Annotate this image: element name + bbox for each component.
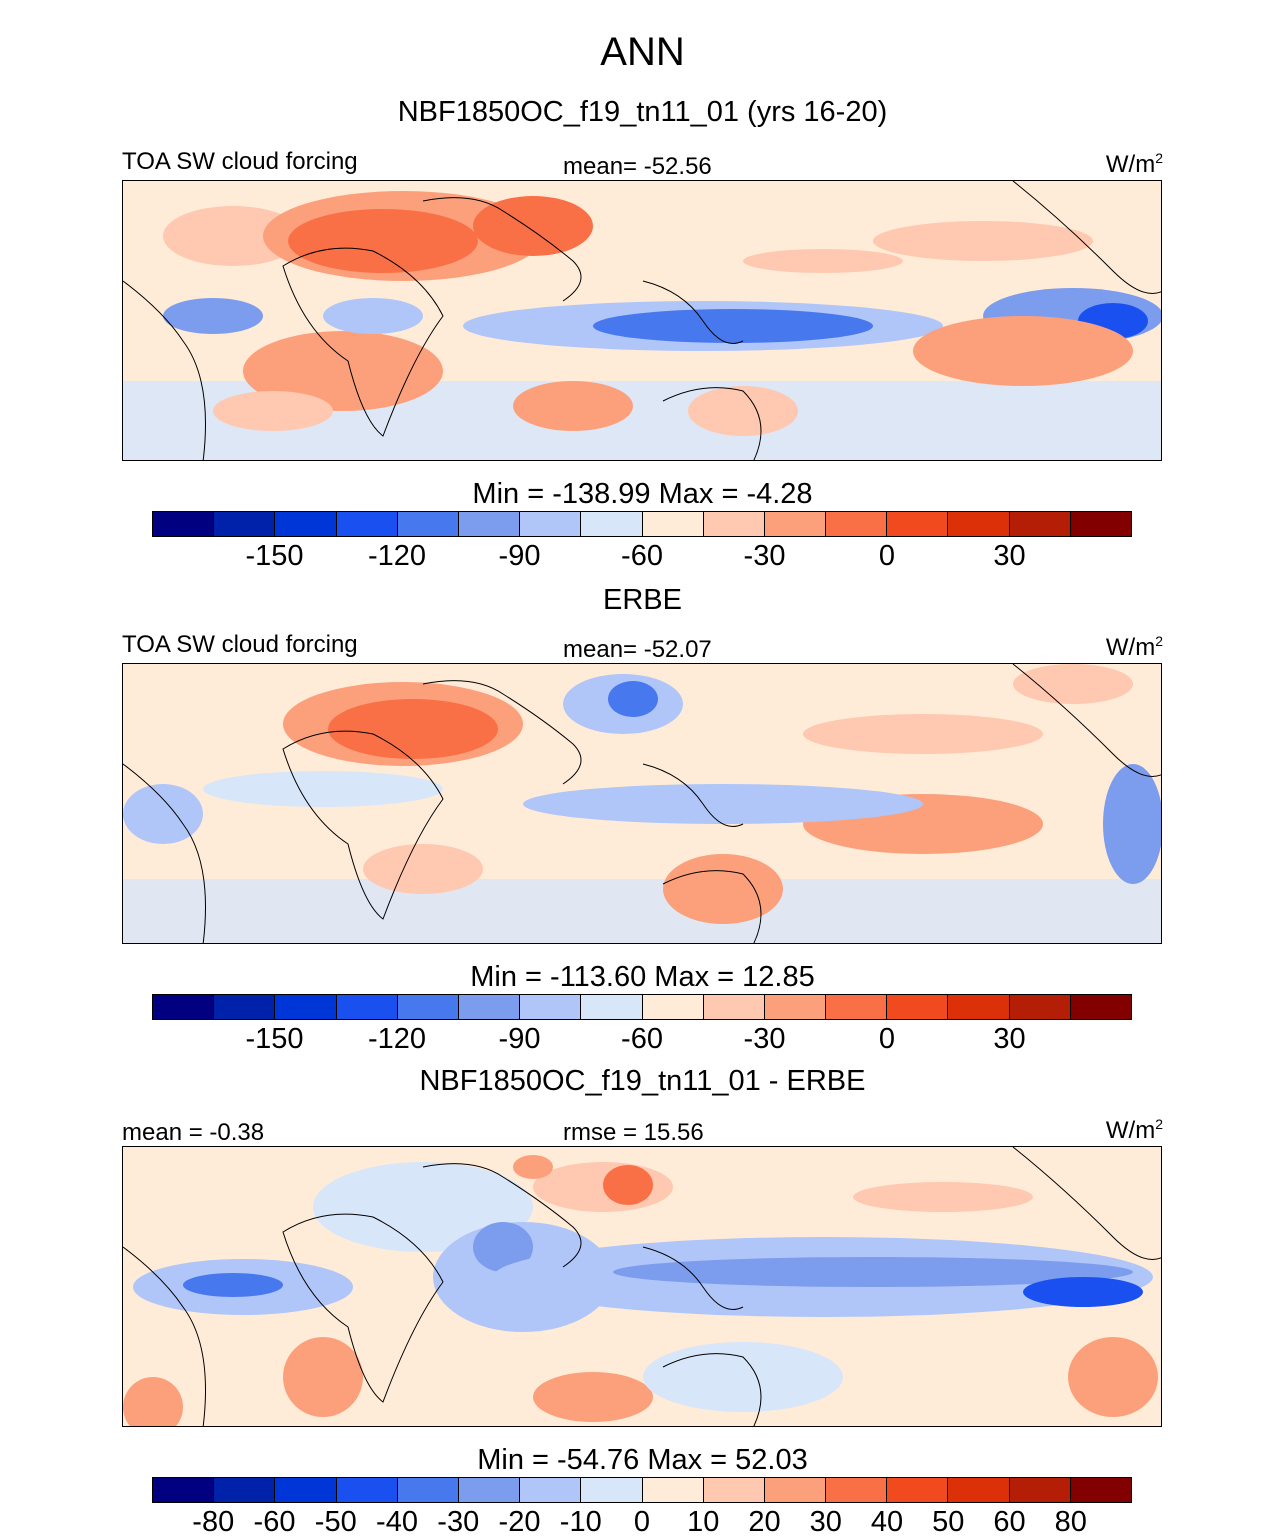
colorbar-segment (214, 1478, 276, 1502)
colorbar-segment (826, 1478, 888, 1502)
colorbar-tick-label: -30 (743, 540, 786, 572)
colorbar-segment (948, 512, 1010, 536)
colorbar-segment (397, 1478, 459, 1502)
colorbar-segment (458, 995, 521, 1019)
colorbar-tick-label: -80 (192, 1506, 235, 1538)
colorbar-segment (764, 512, 827, 536)
panel-2-title: ERBE (603, 584, 682, 616)
colorbar-tick-label: 30 (993, 1023, 1026, 1055)
colorbar-segment (581, 995, 643, 1019)
colorbar-segment (520, 1478, 582, 1502)
panel-3-min-max: Min = -54.76 Max = 52.03 (477, 1444, 808, 1476)
colorbar-segment (642, 512, 704, 536)
colorbar-tick-label: -20 (498, 1506, 541, 1538)
colorbar-segment (520, 995, 582, 1019)
colorbar-segment (826, 512, 888, 536)
panel-1-title: NBF1850OC_f19_tn11_01 (yrs 16-20) (397, 96, 888, 128)
colorbar-segment (948, 1478, 1010, 1502)
colorbar-segment (336, 512, 398, 536)
colorbar-tick-label: 20 (748, 1506, 781, 1538)
colorbar-segment (336, 1478, 398, 1502)
panel-1-min-max: Min = -138.99 Max = -4.28 (472, 478, 813, 510)
panel-3-colorbar (152, 1477, 1132, 1503)
panel-3-units: W/m2 (1105, 1116, 1163, 1144)
panel-2-variable-label: TOA SW cloud forcing (122, 631, 358, 658)
colorbar-tick-label: 60 (993, 1506, 1026, 1538)
colorbar-segment (1070, 995, 1131, 1019)
panel-1-variable-label: TOA SW cloud forcing (122, 148, 358, 175)
colorbar-segment (887, 512, 949, 536)
colorbar-tick-label: 0 (878, 540, 896, 572)
colorbar-tick-label: -40 (376, 1506, 418, 1538)
colorbar-segment (703, 512, 765, 536)
colorbar-segment (458, 512, 521, 536)
colorbar-tick-label: -60 (621, 1023, 663, 1055)
colorbar-segment (1009, 995, 1071, 1019)
colorbar-segment (703, 1478, 765, 1502)
colorbar-segment (948, 995, 1010, 1019)
colorbar-segment (1009, 1478, 1071, 1502)
colorbar-segment (581, 512, 643, 536)
colorbar-segment (153, 995, 215, 1019)
colorbar-tick-label: 0 (633, 1506, 651, 1538)
colorbar-tick-label: 40 (870, 1506, 904, 1538)
figure-title: ANN (600, 30, 685, 74)
colorbar-tick-label: -150 (245, 1023, 304, 1055)
colorbar-segment (1070, 1478, 1131, 1502)
colorbar-tick-label: 30 (809, 1506, 842, 1538)
colorbar-segment (764, 995, 827, 1019)
colorbar-segment (458, 1478, 521, 1502)
colorbar-tick-label: -90 (498, 540, 541, 572)
colorbar-segment (275, 512, 337, 536)
panel-2-colorbar (152, 994, 1132, 1020)
colorbar-tick-label: 0 (878, 1023, 896, 1055)
colorbar-tick-label: -10 (559, 1506, 602, 1538)
panel-3-map (122, 1146, 1162, 1427)
colorbar-segment (214, 512, 276, 536)
colorbar-tick-label: -120 (367, 540, 427, 572)
colorbar-tick-label: 10 (687, 1506, 720, 1538)
colorbar-segment (887, 995, 949, 1019)
panel-2-mean-label: mean= -52.07 (563, 636, 712, 663)
panel-3-title: NBF1850OC_f19_tn11_01 - ERBE (419, 1065, 866, 1097)
colorbar-segment (397, 512, 459, 536)
panel-1-units: W/m2 (1105, 150, 1163, 178)
colorbar-segment (336, 995, 398, 1019)
colorbar-tick-label: -60 (621, 540, 663, 572)
colorbar-segment (1009, 512, 1071, 536)
colorbar-segment (520, 512, 582, 536)
colorbar-segment (153, 1478, 215, 1502)
panel-1-map (122, 180, 1162, 461)
panel-2-units: W/m2 (1105, 633, 1163, 661)
colorbar-tick-label: -150 (245, 540, 304, 572)
panel-1-colorbar (152, 511, 1132, 537)
colorbar-segment (275, 1478, 337, 1502)
colorbar-tick-label: -90 (498, 1023, 541, 1055)
colorbar-segment (642, 995, 704, 1019)
colorbar-tick-label: -60 (253, 1506, 296, 1538)
colorbar-segment (214, 995, 276, 1019)
colorbar-segment (581, 1478, 643, 1502)
panel-3-mean-label: mean = -0.38 (122, 1119, 265, 1146)
colorbar-tick-label: 50 (932, 1506, 965, 1538)
colorbar-segment (642, 1478, 704, 1502)
colorbar-tick-label: -120 (367, 1023, 427, 1055)
panel-3-rmse-label: rmse = 15.56 (563, 1119, 704, 1146)
colorbar-tick-label: -50 (314, 1506, 357, 1538)
colorbar-segment (764, 1478, 827, 1502)
colorbar-segment (826, 995, 888, 1019)
panel-1-mean-label: mean= -52.56 (563, 153, 712, 180)
colorbar-segment (887, 1478, 949, 1502)
colorbar-tick-label: -30 (437, 1506, 480, 1538)
colorbar-segment (153, 512, 215, 536)
colorbar-segment (1070, 512, 1131, 536)
colorbar-tick-label: -30 (743, 1023, 786, 1055)
colorbar-segment (703, 995, 765, 1019)
panel-2-map (122, 663, 1162, 944)
colorbar-segment (275, 995, 337, 1019)
panel-2-min-max: Min = -113.60 Max = 12.85 (470, 961, 815, 993)
colorbar-segment (397, 995, 459, 1019)
colorbar-tick-label: 30 (993, 540, 1026, 572)
colorbar-tick-label: 80 (1054, 1506, 1087, 1538)
